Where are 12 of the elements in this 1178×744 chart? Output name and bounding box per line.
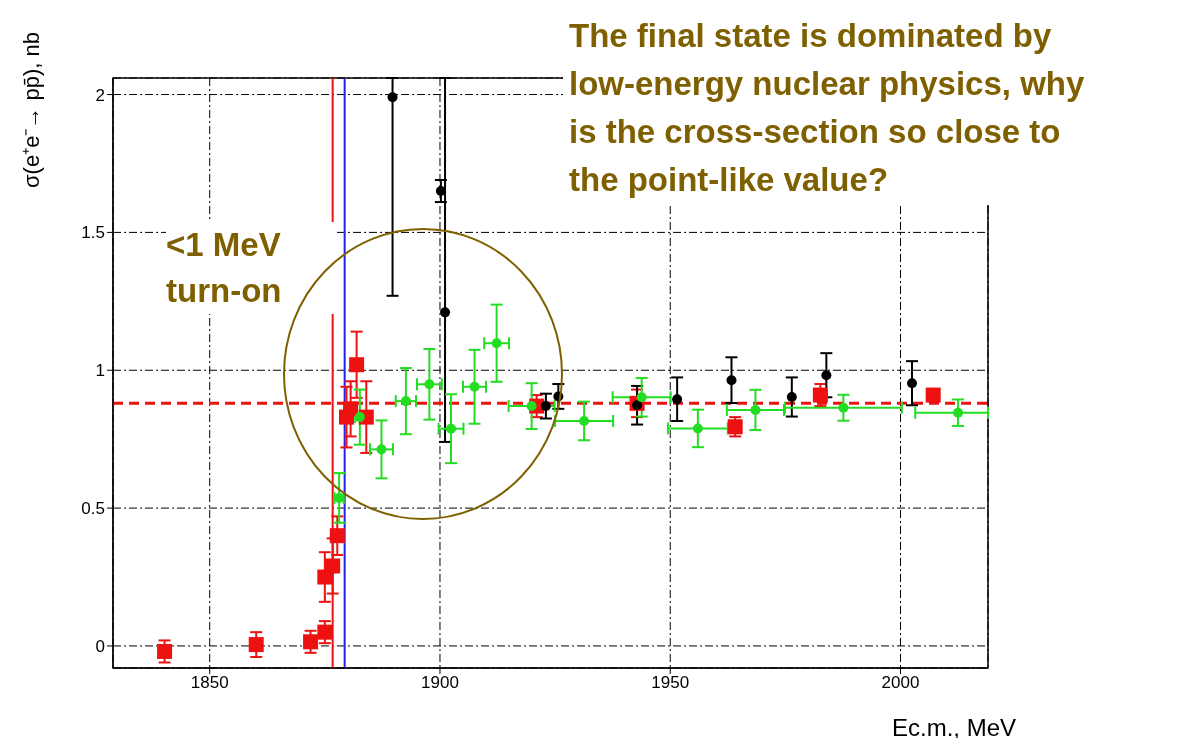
annotation: The final state is dominated by low-energy nuclear physics, why is the cross-section so close to the point-like value?	[563, 10, 1120, 206]
x-tick-label: 1900	[421, 673, 459, 693]
x-tick-label: 1850	[190, 673, 229, 693]
y-tick-label: 0	[95, 636, 105, 656]
y-tick-label: 0.5	[81, 499, 105, 519]
annotation: <1 MeV turn-on	[166, 222, 336, 315]
x-tick-label: 2000	[881, 673, 920, 693]
y-tick-label: 1	[95, 361, 105, 381]
y-tick-label: 2	[95, 85, 105, 105]
y-axis-title: σ(e⁺e⁻→ pp̄), nb	[18, 32, 44, 188]
x-tick-label: 1950	[651, 673, 690, 693]
y-tick-label: 1.5	[81, 223, 105, 243]
